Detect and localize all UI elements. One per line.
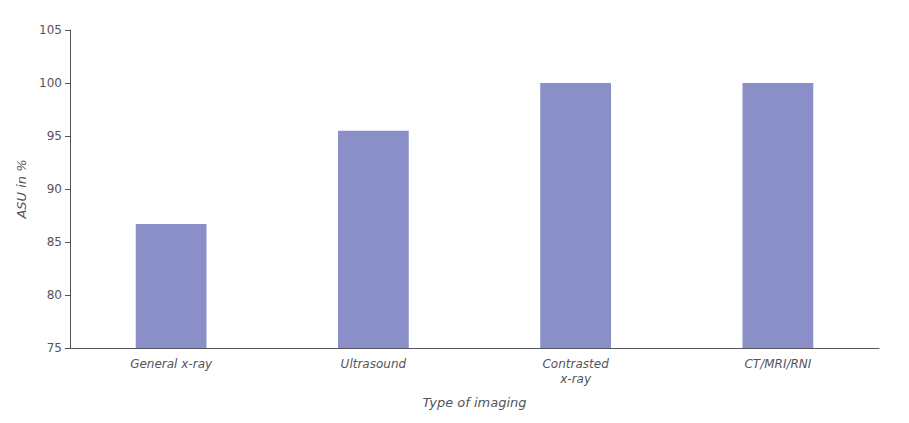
svg-text:Ultrasound: Ultrasound xyxy=(341,357,407,371)
svg-text:CT/MRI/RNI: CT/MRI/RNI xyxy=(744,357,811,371)
svg-text:85: 85 xyxy=(47,235,62,249)
svg-text:80: 80 xyxy=(47,288,62,302)
svg-text:x-ray: x-ray xyxy=(559,372,592,386)
svg-text:100: 100 xyxy=(39,76,62,90)
svg-text:90: 90 xyxy=(47,182,62,196)
svg-text:105: 105 xyxy=(39,23,62,37)
svg-text:General x-ray: General x-ray xyxy=(130,357,213,371)
svg-text:ASU in %: ASU in % xyxy=(14,159,29,219)
svg-text:Contrasted: Contrasted xyxy=(542,357,609,371)
svg-text:Type of imaging: Type of imaging xyxy=(422,395,526,410)
svg-text:75: 75 xyxy=(47,341,62,355)
svg-text:95: 95 xyxy=(47,129,62,143)
